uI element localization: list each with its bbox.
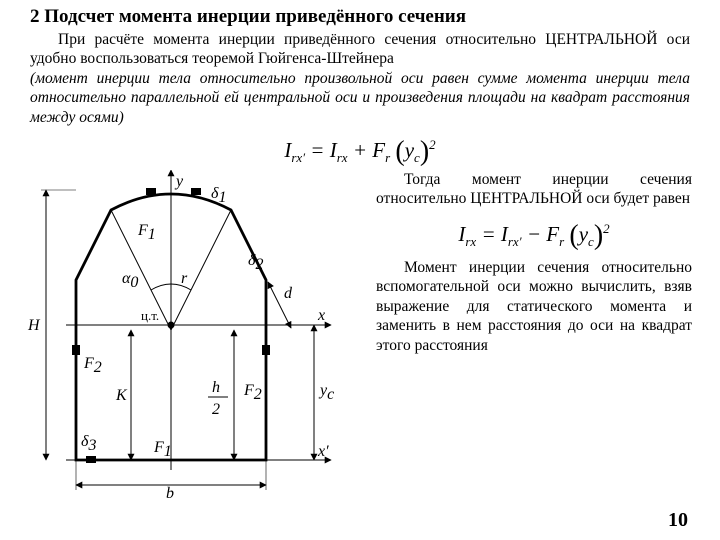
formula-2: Irx = Irx′ − Fr (yc)2: [376, 217, 692, 250]
label-h2-top: h: [212, 379, 220, 396]
label-F2-right: F2: [243, 382, 262, 403]
section-heading: 2 Подсчет момента инерции приведённого с…: [0, 0, 720, 30]
theorem-paragraph: (момент инерции тела относительно произв…: [0, 69, 720, 127]
page-number: 10: [668, 509, 688, 532]
label-x: x: [317, 307, 325, 324]
label-F2-left: F2: [83, 355, 102, 376]
label-alpha0: α0: [122, 270, 138, 291]
intro-paragraph: При расчёте момента инерции приведённого…: [0, 30, 720, 69]
label-yc: yc: [318, 382, 334, 403]
side-para-2: Момент инерции сечения относительно вспо…: [376, 258, 692, 355]
label-y: y: [174, 173, 184, 190]
label-delta2: δ2: [248, 252, 263, 273]
side-para-1: Тогда момент инерции сечения относительн…: [376, 170, 692, 209]
label-h2-bot: 2: [212, 401, 220, 418]
label-r: r: [181, 270, 188, 287]
label-K: K: [115, 387, 128, 404]
label-H: H: [27, 317, 41, 334]
label-delta3: δ3: [81, 433, 96, 454]
label-d: d: [284, 285, 293, 302]
label-b: b: [166, 485, 174, 500]
cross-section-diagram: y x x′ H K b d r α0 δ1 δ2 δ3 F1 F1 F2 F2…: [16, 170, 366, 505]
label-ct: ц.т.: [141, 308, 159, 323]
label-F1-bot: F1: [153, 439, 172, 460]
label-F1-top: F1: [137, 222, 156, 243]
label-xprime: x′: [317, 443, 329, 460]
formula-1: Irx′ = Irx + Fr (yc)2: [0, 133, 720, 166]
